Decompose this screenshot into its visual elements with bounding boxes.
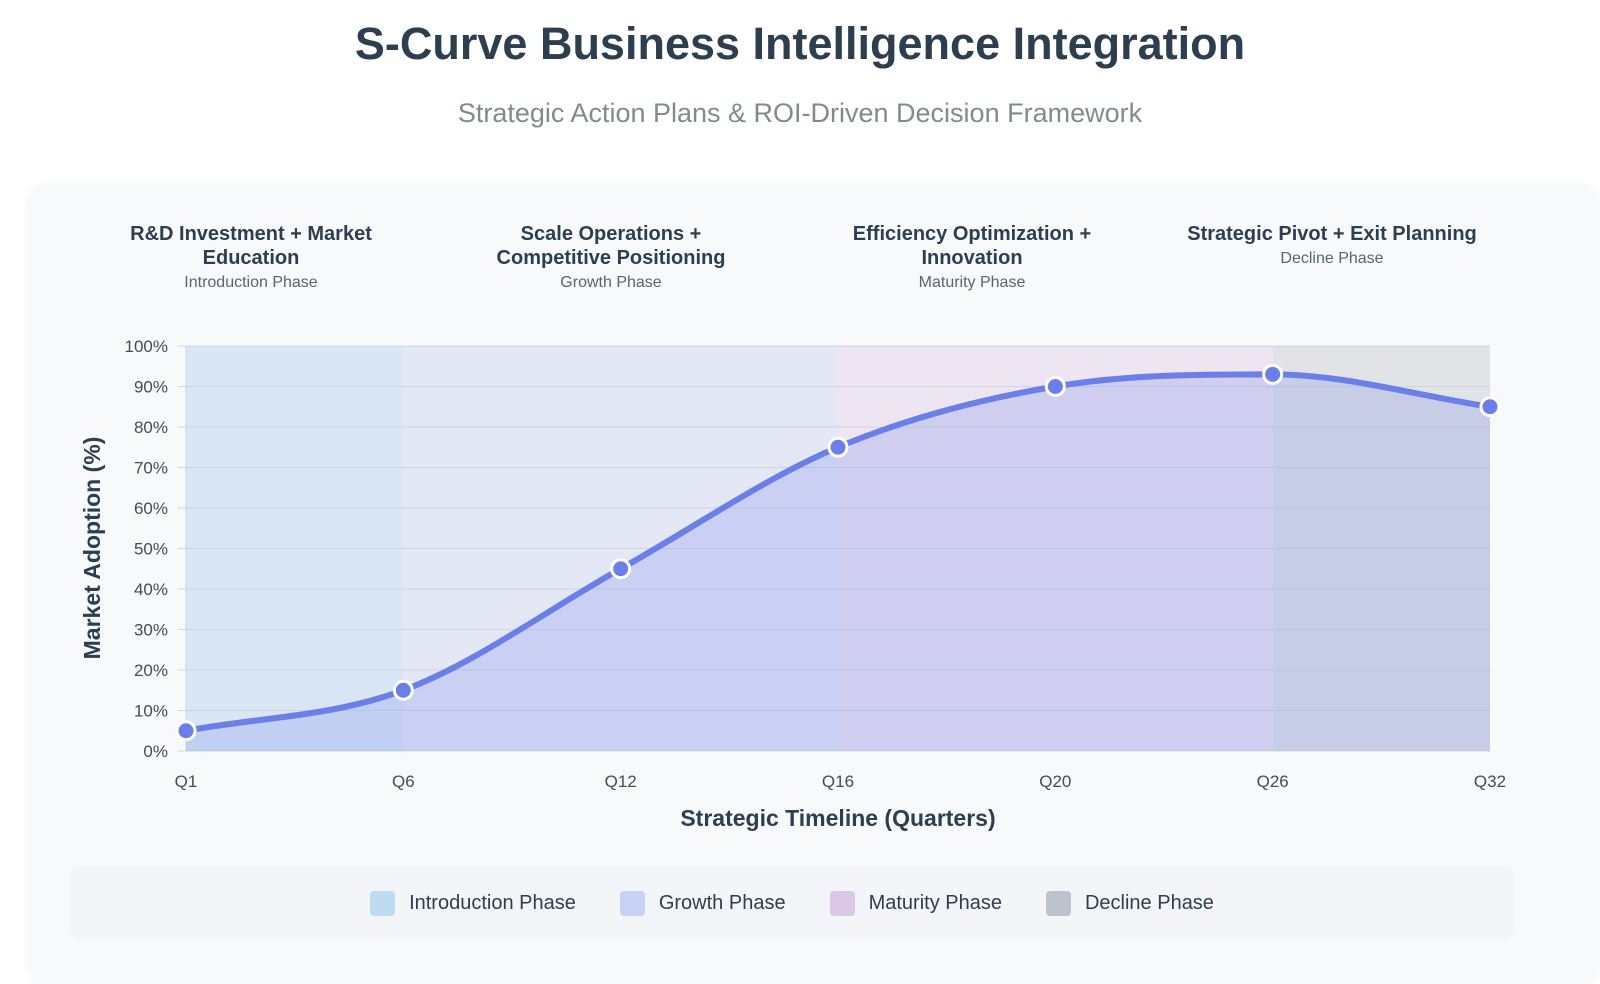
y-axis-title: Market Adoption (%) <box>79 437 105 660</box>
legend-label: Maturity Phase <box>868 891 1002 914</box>
legend-item-growth: Growth Phase <box>619 890 786 916</box>
data-point-q32 <box>1479 396 1501 418</box>
phase-strategy-title: Scale Operations + Competitive Positioni… <box>496 223 726 269</box>
y-tick-label: 60% <box>134 499 168 518</box>
x-tick-label: Q12 <box>605 772 637 791</box>
y-tick-label: 90% <box>134 378 168 397</box>
y-tick-label: 50% <box>134 540 168 559</box>
x-tick-label: Q20 <box>1039 772 1071 791</box>
data-point-q12 <box>610 558 632 580</box>
y-tick-label: 100% <box>125 337 168 356</box>
x-tick-labels: Q1 Q6 Q12 Q16 Q20 Q26 Q32 <box>175 772 1506 791</box>
data-point-q26 <box>1262 363 1284 385</box>
phase-header-growth: Scale Operations + Competitive Positioni… <box>461 222 761 292</box>
y-tick-label: 20% <box>134 661 168 680</box>
legend-swatch-growth <box>619 890 645 916</box>
x-tick-label: Q16 <box>822 772 854 791</box>
data-point-q20 <box>1044 376 1066 397</box>
page-subtitle: Strategic Action Plans & ROI-Driven Deci… <box>457 98 1143 128</box>
legend-item-introduction: Introduction Phase <box>370 890 576 916</box>
phase-header-introduction: R&D Investment + Market Education Introd… <box>101 222 401 292</box>
legend-label: Introduction Phase <box>409 891 576 914</box>
x-tick-label: Q26 <box>1257 772 1289 791</box>
y-tick-label: 0% <box>143 742 168 761</box>
y-tick-label: 80% <box>134 418 168 437</box>
data-point-q6 <box>392 679 414 701</box>
phase-name-label: Introduction Phase <box>184 274 318 291</box>
x-tick-label: Q6 <box>392 772 415 791</box>
x-tick-label: Q32 <box>1474 772 1506 791</box>
legend: Introduction Phase Growth Phase Maturity… <box>70 866 1514 940</box>
phase-strategy-title: Strategic Pivot + Exit Planning <box>1187 223 1477 245</box>
phase-name-label: Maturity Phase <box>918 274 1026 291</box>
data-points <box>175 363 1501 742</box>
legend-label: Growth Phase <box>658 891 786 914</box>
data-point-q16 <box>827 436 849 458</box>
page-title: S-Curve Business Intelligence Integratio… <box>354 18 1246 69</box>
gridlines <box>178 345 1490 752</box>
y-tick-label: 30% <box>134 621 168 640</box>
y-tick-label: 10% <box>134 702 168 721</box>
legend-label: Decline Phase <box>1084 891 1214 914</box>
legend-swatch-maturity <box>829 890 855 916</box>
phase-name-label: Decline Phase <box>1280 250 1384 267</box>
phase-strategy-title: R&D Investment + Market Education <box>130 223 372 269</box>
x-axis-title: Strategic Timeline (Quarters) <box>680 805 995 831</box>
adoption-area <box>186 374 1490 751</box>
y-tick-labels: 0% 10% 20% 30% 40% 50% 60% 70% 80% 90% 100% <box>125 337 168 761</box>
adoption-area-fill <box>186 374 1490 751</box>
y-tick-label: 70% <box>134 459 168 478</box>
phase-header-maturity: Efficiency Optimization + Innovation Mat… <box>822 222 1122 292</box>
legend-swatch-decline <box>1045 890 1071 916</box>
legend-item-maturity: Maturity Phase <box>829 890 1002 916</box>
phase-strategy-title: Efficiency Optimization + Innovation <box>852 223 1092 269</box>
legend-swatch-introduction <box>370 890 396 916</box>
data-point-q1 <box>175 720 197 742</box>
legend-item-decline: Decline Phase <box>1045 890 1214 916</box>
x-tick-label: Q1 <box>175 772 198 791</box>
phase-header-decline: Strategic Pivot + Exit Planning Decline … <box>1182 222 1482 268</box>
y-tick-label: 40% <box>134 580 168 599</box>
phase-name-label: Growth Phase <box>560 274 662 291</box>
